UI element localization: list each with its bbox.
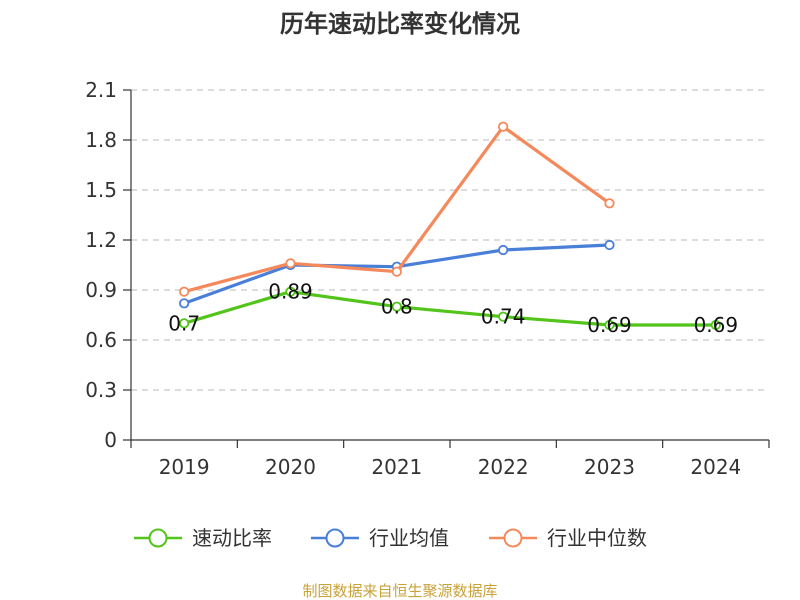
data-point[interactable] bbox=[179, 286, 190, 297]
x-tick-label: 2024 bbox=[690, 455, 741, 479]
legend-label: 行业均值 bbox=[369, 526, 449, 550]
x-tick-label: 2019 bbox=[159, 455, 210, 479]
data-point[interactable] bbox=[498, 311, 509, 322]
data-point[interactable] bbox=[604, 198, 615, 209]
data-label: 0.89 bbox=[268, 280, 313, 304]
data-label: 0.69 bbox=[694, 313, 739, 337]
x-tick-label: 2023 bbox=[584, 455, 635, 479]
axes: 0 0.3 0.6 0.9 1.2 1.5 1.8 2.1 2019 2020 2021 2022 20… bbox=[85, 78, 770, 479]
data-point[interactable] bbox=[391, 301, 402, 312]
data-label: 0.8 bbox=[381, 295, 413, 319]
y-tick-label: 0.3 bbox=[85, 378, 117, 402]
legend-item[interactable]: 行业均值 bbox=[311, 526, 449, 550]
y-tick-label: 0.6 bbox=[85, 328, 117, 352]
data-point[interactable] bbox=[710, 319, 721, 331]
series-group bbox=[179, 121, 721, 331]
data-point[interactable] bbox=[285, 258, 296, 269]
series-0 bbox=[179, 286, 721, 331]
data-point[interactable] bbox=[498, 121, 509, 132]
data-point[interactable] bbox=[604, 239, 615, 251]
y-tick-label: 1.2 bbox=[85, 228, 117, 252]
series-2 bbox=[179, 121, 615, 297]
x-tick-label: 2022 bbox=[478, 455, 529, 479]
y-tick-label: 1.5 bbox=[85, 178, 117, 202]
y-tick-label: 0 bbox=[104, 428, 117, 452]
legend-item[interactable]: 速动比率 bbox=[134, 526, 272, 550]
data-point[interactable] bbox=[285, 286, 296, 297]
legend-item[interactable]: 行业中位数 bbox=[489, 526, 647, 550]
x-tick-label: 2021 bbox=[371, 455, 422, 479]
data-label: 0.74 bbox=[481, 305, 526, 329]
legend-marker bbox=[503, 528, 523, 548]
y-tick-label: 0.9 bbox=[85, 278, 117, 302]
source-note: 制图数据来自恒生聚源数据库 bbox=[302, 582, 497, 600]
legend-marker bbox=[148, 528, 168, 548]
data-labels: 0.7 0.89 0.8 0.74 0.69 0.69 bbox=[168, 280, 738, 337]
y-tick-label: 2.1 bbox=[85, 78, 117, 102]
grid bbox=[131, 89, 769, 391]
data-point[interactable] bbox=[179, 318, 190, 329]
x-tick-label: 2020 bbox=[265, 455, 316, 479]
data-point[interactable] bbox=[604, 319, 615, 331]
data-point[interactable] bbox=[391, 266, 402, 277]
data-point[interactable] bbox=[498, 244, 509, 256]
legend[interactable]: 速动比率 行业均值 行业中位数 bbox=[134, 526, 647, 550]
legend-label: 行业中位数 bbox=[547, 526, 647, 550]
chart-title: 历年速动比率变化情况 bbox=[280, 10, 520, 38]
data-label: 0.69 bbox=[587, 313, 632, 337]
legend-marker bbox=[325, 528, 345, 548]
data-label: 0.7 bbox=[168, 311, 200, 335]
series-line bbox=[183, 290, 716, 327]
legend-label: 速动比率 bbox=[192, 526, 272, 550]
data-point[interactable] bbox=[179, 298, 190, 309]
y-tick-label: 1.8 bbox=[85, 128, 117, 152]
